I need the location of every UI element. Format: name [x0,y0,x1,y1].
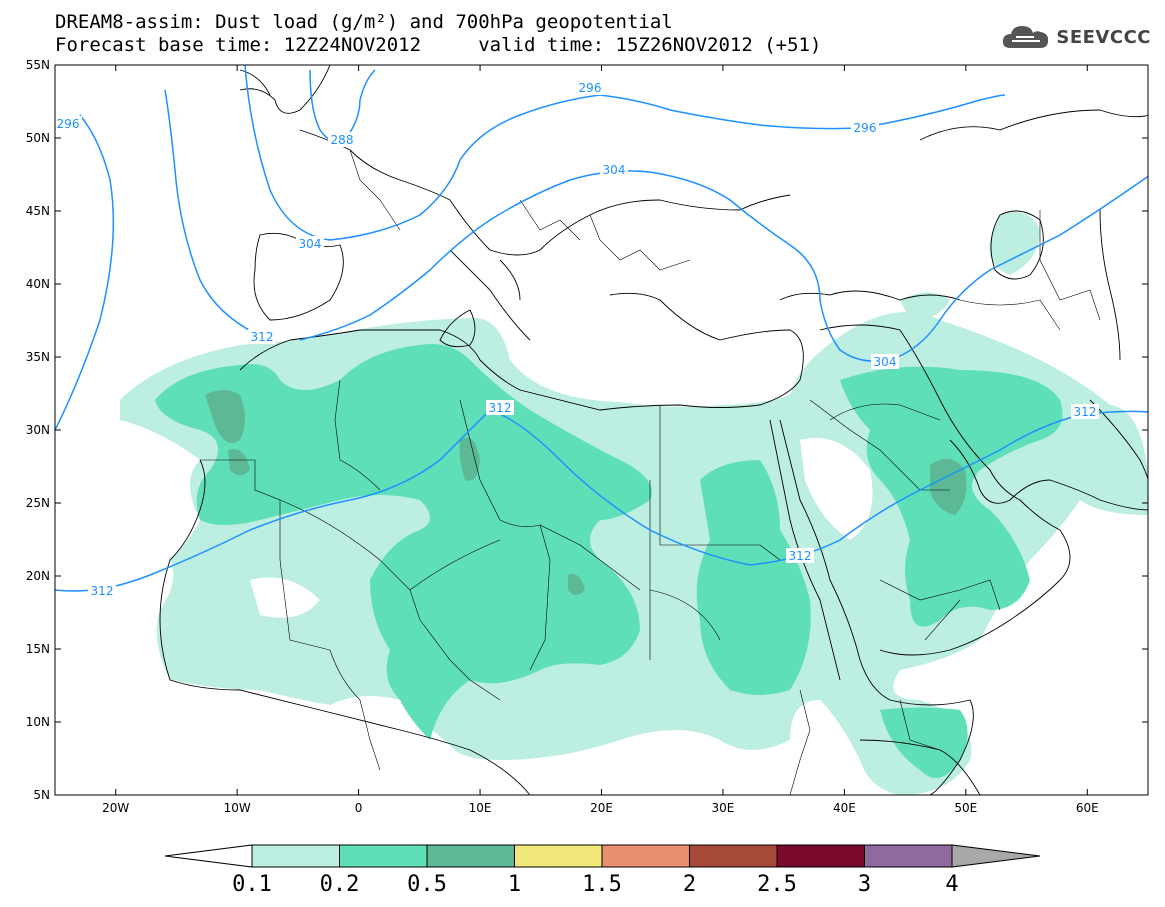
colorbar-swatch [776,844,865,868]
longitude-axis: 20W 10W 0 10E 20E 30E 40E 50E 60E [102,65,1099,815]
lat-tick-label: 5N [33,788,50,802]
contour-label-box [600,162,628,177]
lat-tick-label: 25N [26,496,50,510]
contour-label-box [1071,404,1099,419]
lon-tick-label: 20W [102,801,129,815]
map-title: DREAM8-assim: Dust load (g/m²) and 700hP… [55,11,673,33]
lat-tick-label: 45N [26,204,50,218]
contour-label: 312 [489,401,512,415]
contour-label: 288 [331,133,354,147]
contour-label: 296 [57,117,80,131]
lon-tick-label: 30E [712,801,735,815]
contour-label: 312 [91,584,114,598]
logo-text: SEEVCCC [1056,26,1151,48]
colorbar-label: 0.2 [319,872,360,897]
cloud-icon [1003,26,1049,48]
lon-tick-label: 60E [1076,801,1099,815]
lat-tick-label: 10N [26,715,50,729]
contour-label: 304 [874,355,897,369]
lat-tick-label: 20N [26,569,50,583]
colorbar-label: 1 [507,872,522,897]
colorbar-swatch [514,844,603,868]
colorbar-upper-triangle [951,844,1041,868]
lon-tick-label: 40E [833,801,856,815]
contour-label-box [55,116,82,131]
forecast-time-subtitle: Forecast base time: 12Z24NOV2012 valid t… [55,34,822,56]
colorbar-swatch [689,844,778,868]
colorbar-label: 2 [682,872,697,897]
contour-label: 312 [251,330,274,344]
contour-label-box [871,354,899,369]
colorbar-swatch [251,844,340,868]
colorbar-swatch [426,844,515,868]
dust-colorbar [164,844,1041,868]
lat-tick-label: 35N [26,350,50,364]
colorbar-label: 4 [945,872,959,897]
contour-label-box [328,132,356,147]
contour-label-box [786,548,814,563]
geopotential-contours [55,65,1148,592]
dust-level-0.5-area [205,390,967,595]
colorbar-lower-triangle [164,844,253,868]
coastlines [159,65,1148,795]
lat-tick-label: 40N [26,277,50,291]
contour-label: 304 [299,237,322,251]
contour-labels: 296 296 304 288 296 312 304 304 312 312 312 312 [55,80,1099,598]
contour-label-box [248,329,276,344]
contour-label: 312 [1074,405,1097,419]
contour-label: 296 [854,121,877,135]
colorbar-label: 0.5 [407,872,447,897]
lon-tick-label: 10W [224,801,251,815]
lon-tick-label: 50E [954,801,977,815]
lat-tick-label: 55N [26,58,50,72]
contour-label: 296 [579,81,602,95]
seevccc-logo: SEEVCCC [1000,22,1151,52]
contour-label-box [88,583,116,598]
colorbar-label: 2.5 [757,872,797,897]
latitude-axis: 55N 50N 45N 40N 35N 30N 25N 20N 15N 10N 5N [26,58,1148,802]
contour-label: 304 [603,163,626,177]
colorbar-swatch [864,844,953,868]
contour-label: 312 [789,549,812,563]
lat-tick-label: 15N [26,642,50,656]
contour-label-box [851,120,879,135]
colorbar-swatch [339,844,428,868]
country-borders [200,149,1101,795]
colorbar-label: 3 [857,872,872,897]
lat-tick-label: 50N [26,131,50,145]
contour-label-box [296,236,324,251]
contour-label-box [576,80,604,95]
lon-tick-label: 0 [355,801,363,815]
colorbar-label: 1.5 [582,872,622,897]
contour-label-box [486,400,514,415]
lat-tick-label: 30N [26,423,50,437]
lon-tick-label: 10E [469,801,492,815]
lon-tick-label: 20E [590,801,613,815]
colorbar-label: 0.1 [232,872,272,897]
colorbar-swatch [601,844,690,868]
